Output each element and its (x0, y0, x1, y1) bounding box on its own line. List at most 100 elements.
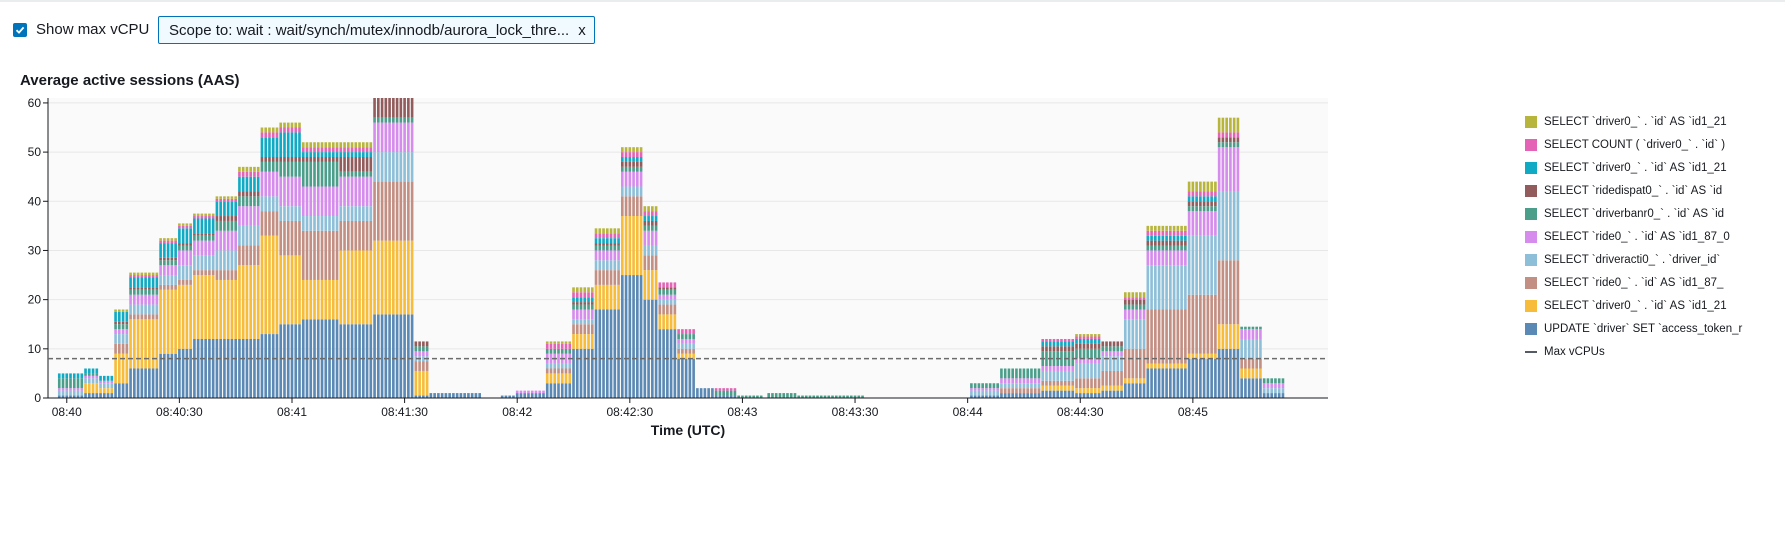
bar-segment (196, 240, 200, 256)
bar-segment (91, 375, 95, 379)
scope-remove-button[interactable]: x (578, 21, 586, 39)
bar-segment (861, 395, 864, 398)
bar-segment (474, 393, 478, 398)
bar-segment (155, 275, 159, 278)
bar-segment (418, 341, 421, 347)
bar-segment (1255, 338, 1258, 359)
bar-segment (1048, 346, 1052, 352)
bar-segment (313, 186, 316, 217)
bar-segment (193, 216, 196, 219)
bar-segment (1225, 117, 1228, 133)
bar-segment (1281, 383, 1285, 389)
bar-segment (301, 161, 305, 187)
bar-segment (602, 284, 605, 310)
bar-segment (1108, 385, 1112, 391)
bar-segment (148, 319, 151, 369)
bar-segment (1116, 341, 1120, 347)
bar-segment (1037, 388, 1041, 394)
bar-segment (1217, 260, 1221, 325)
bar-segment (1199, 196, 1202, 202)
bar-segment (268, 161, 271, 172)
bar-segment (181, 225, 185, 229)
bar-segment (549, 348, 553, 354)
x-tick-label: 08:41:30 (381, 405, 428, 419)
bar-segment (290, 122, 294, 128)
bar-segment (733, 390, 737, 396)
bar-segment (238, 166, 241, 172)
bar-segment (1116, 390, 1120, 398)
bar-segment (759, 395, 763, 398)
bar-segment (692, 358, 695, 398)
bar-segment (572, 297, 575, 303)
bar-segment (1045, 351, 1048, 367)
x-tick-label: 08:44 (953, 405, 983, 419)
bar-segment (1086, 338, 1090, 344)
bar-segment (722, 390, 725, 396)
bar-segment (1187, 235, 1191, 295)
bar-segment (1101, 370, 1105, 386)
bar-segment (65, 373, 69, 379)
bar-segment (1270, 378, 1274, 384)
bar-segment (215, 279, 219, 339)
bar-segment (636, 166, 639, 172)
bar-segment (234, 201, 237, 217)
bar-segment (1202, 191, 1206, 197)
bar-segment (69, 390, 72, 396)
bar-segment (343, 171, 346, 177)
show-max-vcpu-toggle[interactable]: Show max vCPU (13, 21, 149, 38)
bar-segment (365, 206, 369, 221)
bar-segment (1071, 338, 1075, 342)
bar-segment (598, 270, 602, 285)
bar-segment (1139, 309, 1142, 320)
bar-segment (1071, 390, 1075, 398)
bar-segment (632, 147, 635, 153)
scope-filter-token[interactable]: Scope to: wait : wait/synch/mutex/innodb… (158, 16, 595, 44)
bar-segment (605, 284, 609, 310)
bar-segment (1041, 338, 1045, 342)
bar-segment (260, 235, 264, 335)
bar-segment (1033, 378, 1037, 384)
bar-segment (200, 275, 204, 339)
bar-segment (1184, 240, 1187, 246)
bar-segment (1101, 341, 1105, 347)
bar-segment (174, 275, 177, 285)
bar-segment (1221, 348, 1225, 398)
bar-segment (1123, 378, 1127, 384)
bar-segment (256, 338, 260, 398)
bar-segment (628, 147, 632, 153)
bar-segment (996, 395, 999, 398)
bar-segment (230, 270, 234, 280)
bar-segment (331, 230, 335, 280)
bar-segment (1011, 393, 1015, 398)
bar-segment (572, 324, 575, 335)
bar-segment (620, 161, 624, 167)
bar-segment (587, 304, 590, 310)
bar-segment (1202, 358, 1206, 398)
bar-segment (598, 233, 602, 239)
bar-segment (1199, 211, 1202, 236)
bar-segment (1067, 380, 1071, 386)
bar-segment (264, 196, 268, 212)
legend-label: SELECT `driver0_` . `id` AS `id1_21 (1544, 115, 1727, 128)
bar-segment (1127, 304, 1131, 310)
bar-segment (594, 309, 598, 398)
bar-segment (647, 211, 650, 217)
bar-segment (662, 299, 665, 305)
bar-segment (1093, 378, 1097, 389)
bar-segment (519, 393, 523, 398)
bar-segment (121, 309, 125, 312)
bar-segment (1157, 235, 1161, 241)
bar-segment (1236, 147, 1240, 192)
bar-segment (185, 225, 189, 229)
bar-segment (448, 393, 451, 398)
bar-segment (215, 338, 219, 398)
bar-segment (1078, 343, 1082, 349)
bar-segment (151, 277, 155, 288)
bar-segment (249, 206, 253, 226)
bar-segment (688, 358, 692, 398)
bar-segment (219, 216, 222, 221)
bar-segment (373, 122, 376, 153)
bar-segment (669, 294, 673, 300)
bar-segment (354, 171, 358, 177)
show-max-vcpu-checkbox[interactable] (13, 22, 27, 37)
